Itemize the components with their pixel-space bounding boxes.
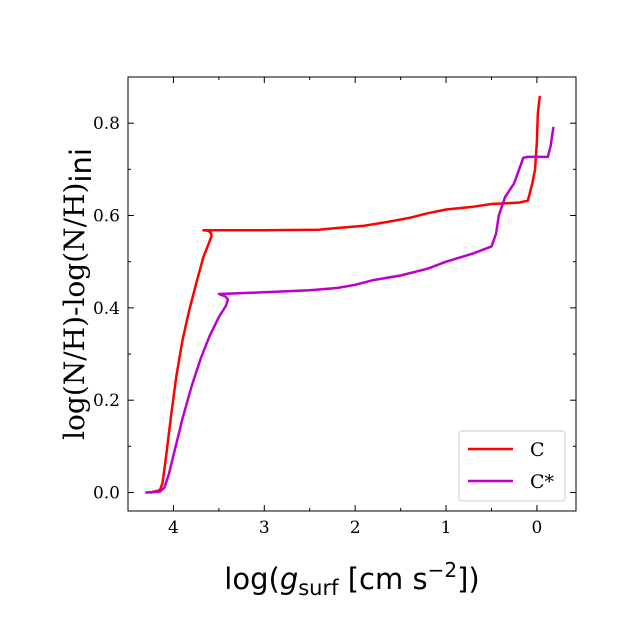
x-tick-label: 0	[532, 518, 543, 538]
series-line-c	[149, 95, 541, 494]
y-tick-label: 0.2	[93, 391, 120, 411]
x-axis-label-suffix: ])	[457, 562, 480, 596]
x-tick-label: 2	[350, 518, 361, 538]
legend-label-c: C	[530, 439, 545, 461]
x-tick-label: 3	[259, 518, 270, 538]
y-tick-label: 0.4	[93, 299, 120, 319]
series-line-c-star	[144, 126, 555, 494]
x-axis-label-exponent: −2	[428, 558, 457, 582]
y-axis-ticks: 0.0 0.2 0.4 0.6 0.8	[93, 76, 576, 504]
x-axis-label-prefix: log(	[224, 562, 280, 596]
x-tick-label: 1	[441, 518, 452, 538]
y-tick-label: 0.8	[93, 114, 120, 134]
y-tick-label: 0.6	[93, 207, 120, 227]
legend-label-c-star: C*	[530, 471, 555, 493]
y-axis-label-subscript: ini	[64, 148, 98, 183]
legend: C C*	[458, 430, 566, 502]
x-axis-label-subscript: surf	[298, 576, 339, 600]
y-axis-label-main: log(N/H)-log(N/H)	[58, 183, 91, 440]
chart-series	[144, 95, 555, 494]
x-tick-label: 4	[168, 518, 179, 538]
x-axis-label-unit: [cm s	[339, 562, 428, 596]
y-tick-label: 0.0	[93, 484, 120, 504]
x-axis-label-symbol: g	[280, 562, 298, 596]
x-axis-label: log(gsurf [cm s−2])	[224, 558, 479, 600]
plot-frame	[127, 76, 577, 512]
y-axis-label: log(N/H)-log(N/H)ini	[58, 148, 98, 440]
